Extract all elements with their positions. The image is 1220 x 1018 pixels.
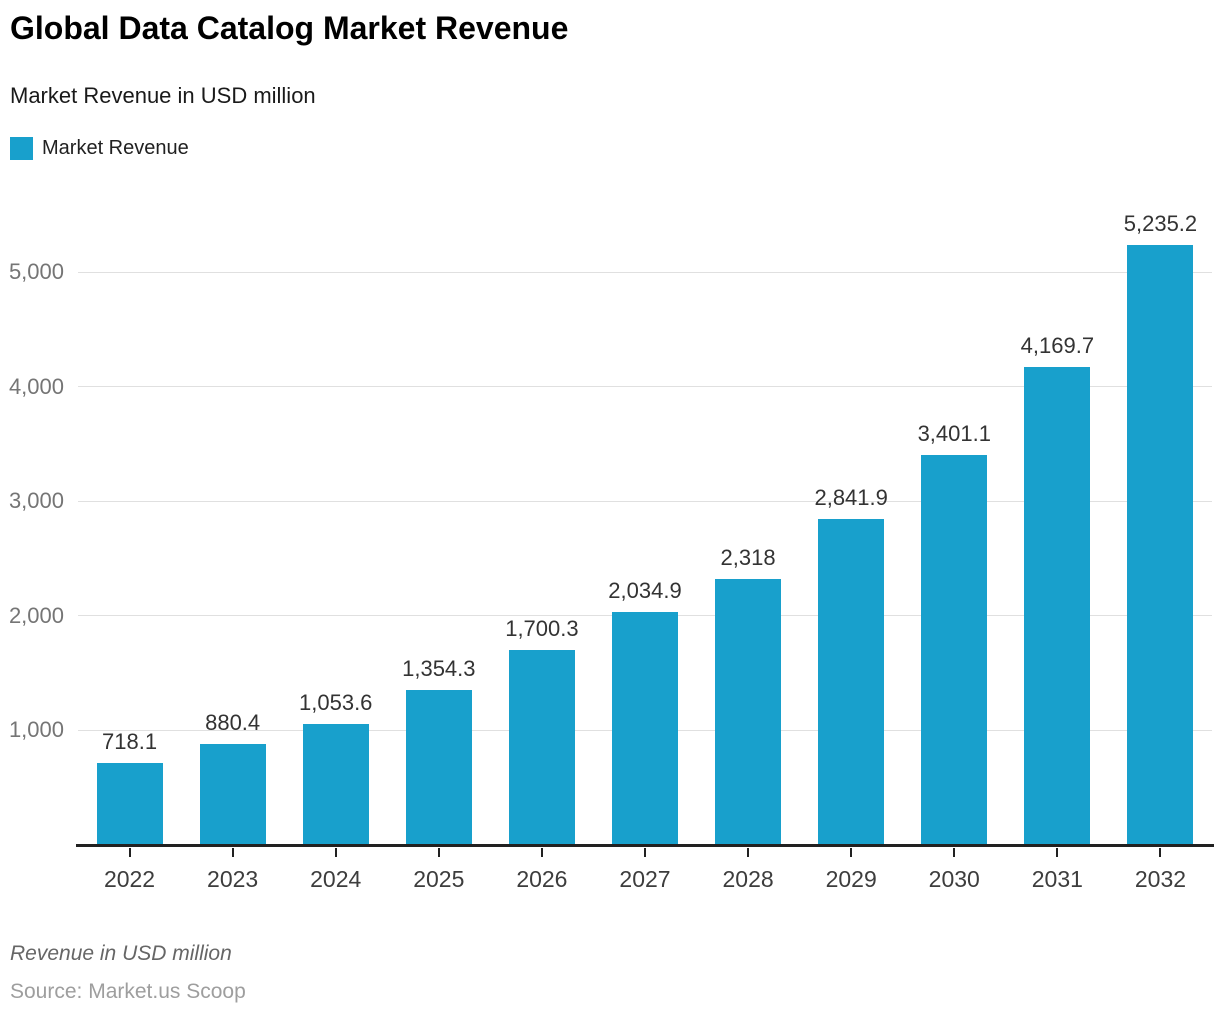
x-axis-tick [540,848,543,857]
x-tick-label: 2023 [207,866,259,892]
bar-value-label: 718.1 [102,728,158,754]
x-axis-tick [231,848,234,857]
x-tick-label: 2029 [825,866,877,892]
bar [612,611,678,845]
bar [818,519,885,845]
x-axis-tick [334,848,337,857]
bar-value-label: 2,034.9 [608,577,682,603]
x-axis-tick [953,848,956,857]
x-axis-tick [850,848,853,857]
x-tick-label: 2028 [722,866,774,892]
legend-label: Market Revenue [42,137,189,159]
bar-value-label: 880.4 [205,710,261,736]
gridline [78,271,1212,273]
bar [96,762,163,845]
x-tick-label: 2024 [310,866,362,892]
x-axis-line [76,844,1214,847]
legend-swatch-icon [10,137,33,160]
bar-value-label: 1,354.3 [402,655,476,681]
bar [405,689,472,845]
bar [715,579,782,845]
x-tick-label: 2026 [516,866,568,892]
chart-subtitle: Market Revenue in USD million [10,83,316,108]
bar-value-label: 5,235.2 [1123,211,1198,237]
x-axis-tick [747,848,750,857]
bar-value-label: 4,169.7 [1020,333,1095,359]
chart-title: Global Data Catalog Market Revenue [10,10,569,46]
bar [199,744,266,845]
x-axis-tick [1056,848,1059,857]
x-tick-label: 2022 [103,866,156,892]
y-tick-label: 3,000 [8,488,64,514]
footer-note: Revenue in USD million [10,942,232,965]
footer-source: Source: Market.us Scoop [10,980,246,1003]
bar [1024,367,1091,845]
x-tick-label: 2027 [619,866,671,892]
legend: Market Revenue [10,137,189,160]
bar [1127,245,1194,845]
bar [302,724,369,845]
bar-value-label: 2,841.9 [814,485,888,511]
y-tick-label: 2,000 [8,602,64,628]
y-tick-label: 5,000 [8,259,64,284]
x-tick-label: 2030 [928,866,980,892]
x-tick-label: 2025 [413,866,465,892]
bar [921,455,988,845]
bar-value-label: 1,700.3 [505,616,579,642]
x-axis-tick [644,848,646,857]
gridline [78,500,1212,502]
x-axis-tick [437,848,440,857]
x-tick-label: 2032 [1134,866,1187,892]
x-axis-tick [1159,848,1162,857]
y-tick-label: 1,000 [8,717,64,743]
bar-value-label: 3,401.1 [917,421,991,447]
gridline [78,386,1212,388]
y-tick-label: 4,000 [8,373,64,399]
bar-value-label: 1,053.6 [299,690,373,716]
x-axis-tick [128,848,131,857]
bar [508,650,575,845]
bar-value-label: 2,318 [720,545,776,571]
x-tick-label: 2031 [1031,866,1083,892]
